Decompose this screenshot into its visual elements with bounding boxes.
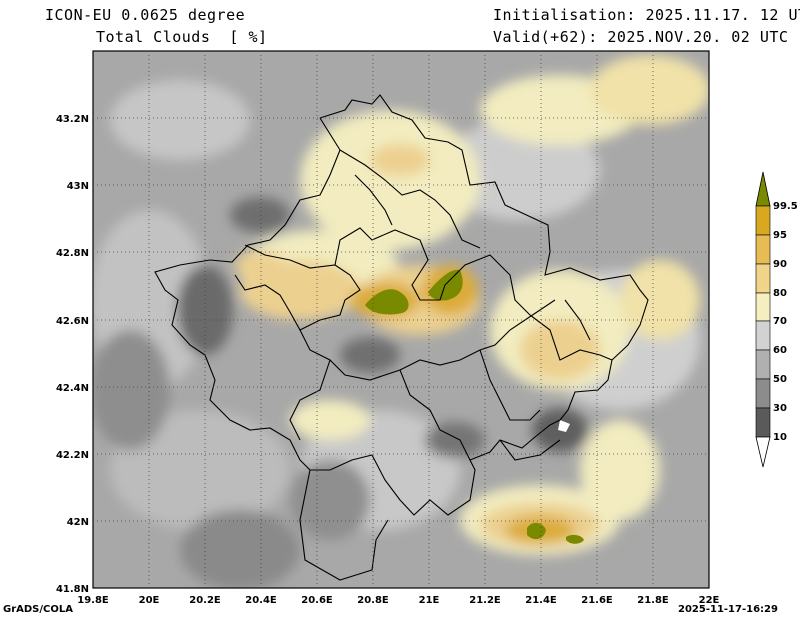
- colorbar-label: 80: [773, 288, 787, 299]
- colorbar-label: 90: [773, 259, 787, 270]
- lon-label: 21.2E: [469, 595, 501, 606]
- lon-label: 20.4E: [245, 595, 277, 606]
- lon-label: 21.6E: [581, 595, 613, 606]
- lon-label: 21.4E: [525, 595, 557, 606]
- lon-label: 21E: [419, 595, 440, 606]
- lon-label: 19.8E: [77, 595, 109, 606]
- lon-label: 21.8E: [637, 595, 669, 606]
- colorbar-label: 95: [773, 230, 787, 241]
- lat-label: 42.6N: [56, 316, 89, 327]
- colorbar: 99.5 95 90 80 70 60 50 30 10: [755, 171, 798, 468]
- init-time: Initialisation: 2025.11.17. 12 UTC: [493, 6, 800, 24]
- graticule: [93, 51, 709, 588]
- lon-label: 20E: [139, 595, 160, 606]
- colorbar-swatch: [755, 292, 771, 322]
- lat-label: 42.2N: [56, 450, 89, 461]
- colorbar-swatch: [755, 263, 771, 294]
- colorbar-swatch: [755, 378, 771, 409]
- colorbar-swatch: [755, 234, 771, 265]
- colorbar-swatch: [755, 407, 771, 438]
- colorbar-label: 70: [773, 316, 787, 327]
- lat-label: 42N: [67, 517, 89, 528]
- colorbar-label: 60: [773, 345, 787, 356]
- colorbar-swatch: [755, 320, 771, 351]
- colorbar-label: 10: [773, 432, 787, 443]
- lon-label: 22E: [699, 595, 720, 606]
- valid-time: Valid(+62): 2025.NOV.20. 02 UTC: [493, 28, 789, 46]
- field-title: Total Clouds [ %]: [96, 28, 268, 46]
- colorbar-top-arrow: [755, 171, 771, 207]
- lat-label: 41.8N: [56, 584, 89, 595]
- lat-label: 42.4N: [56, 383, 89, 394]
- lat-label: 43N: [67, 181, 89, 192]
- lat-label: 42.8N: [56, 248, 89, 259]
- lon-label: 20.2E: [189, 595, 221, 606]
- colorbar-bottom-arrow: [755, 436, 771, 468]
- colorbar-label: 50: [773, 374, 787, 385]
- lon-label: 20.6E: [301, 595, 333, 606]
- lon-axis: 19.8E 20E 20.2E 20.4E 20.6E 20.8E 21E 21…: [77, 595, 719, 606]
- lat-axis: 43.2N 43N 42.8N 42.6N 42.4N 42.2N 42N 41…: [56, 114, 89, 595]
- colorbar-swatch: [755, 349, 771, 380]
- footer-timestamp: 2025-11-17-16:29: [678, 604, 778, 615]
- model-title: ICON-EU 0.0625 degree: [45, 6, 246, 24]
- cloud-field: [93, 51, 709, 588]
- footer-credit: GrADS/COLA: [3, 604, 73, 615]
- lon-label: 20.8E: [357, 595, 389, 606]
- colorbar-label: 30: [773, 403, 787, 414]
- colorbar-label: 99.5: [773, 201, 798, 212]
- colorbar-swatch: [755, 205, 771, 236]
- map-frame: [92, 50, 710, 589]
- lat-label: 43.2N: [56, 114, 89, 125]
